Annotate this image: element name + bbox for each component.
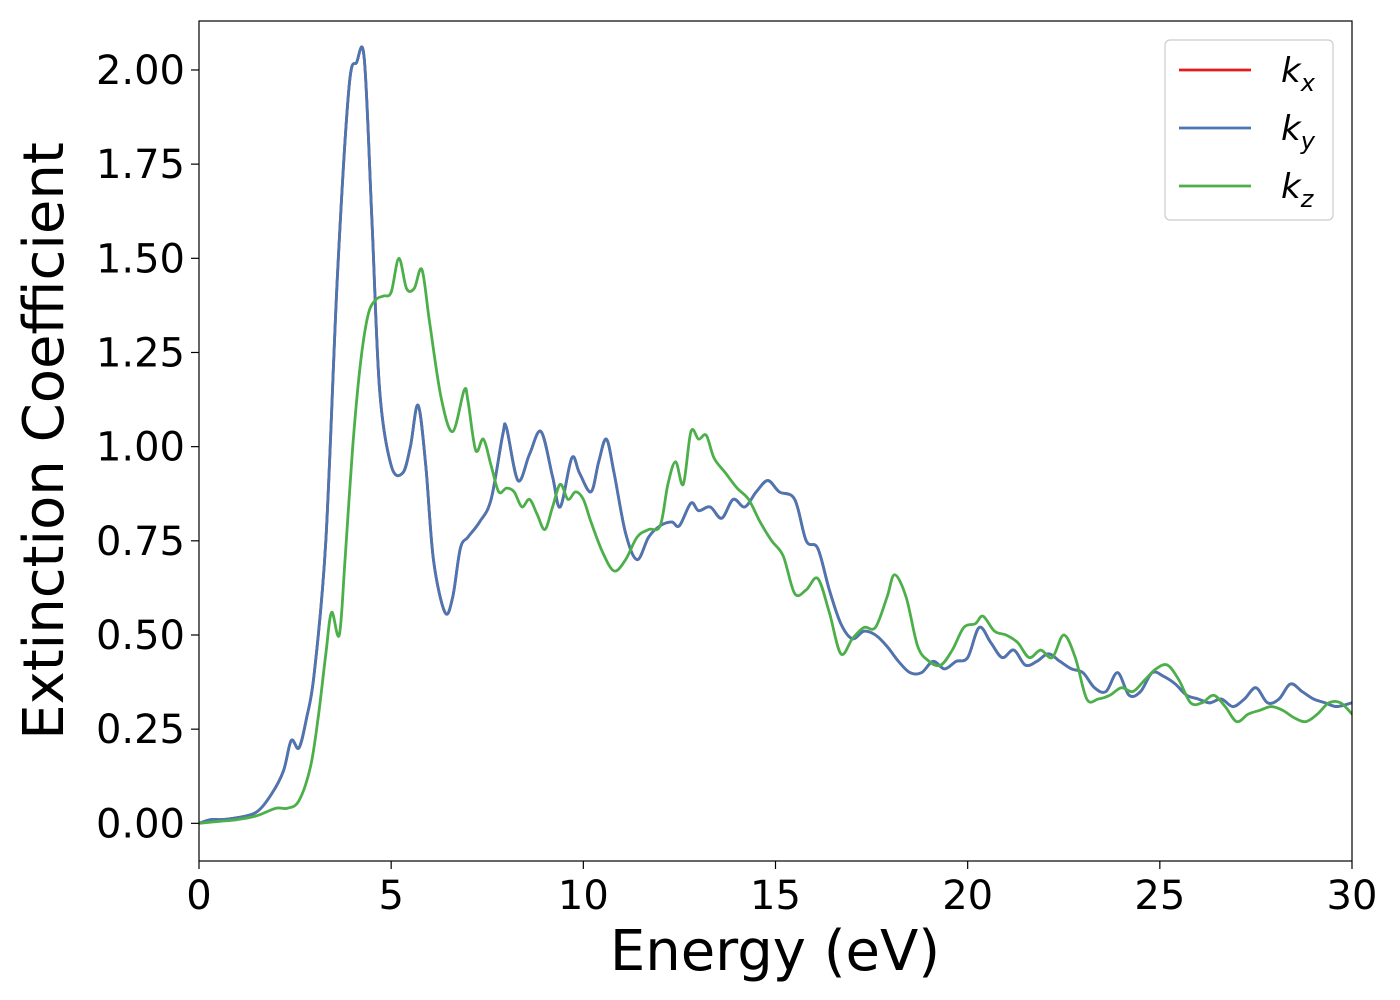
- y-tick-label: 0.25: [96, 707, 185, 753]
- x-axis-ticks: 0 5 10 15 20 25 30: [186, 861, 1377, 919]
- legend-label-main: k: [1281, 51, 1302, 91]
- y-tick-label: 0.00: [96, 801, 185, 847]
- x-tick-label: 20: [942, 873, 993, 919]
- legend-label-kx: kx: [1281, 51, 1316, 97]
- y-tick-label: 1.75: [96, 142, 185, 188]
- x-axis-label: Energy (eV): [610, 919, 940, 984]
- y-tick-label: 2.00: [96, 48, 185, 94]
- legend-label-kz: kz: [1281, 167, 1315, 213]
- x-tick-label: 0: [186, 873, 211, 919]
- legend-label-subscript: z: [1300, 185, 1315, 213]
- y-tick-label: 0.75: [96, 519, 185, 565]
- legend-box: [1164, 39, 1334, 221]
- x-tick-label: 15: [750, 873, 801, 919]
- x-tick-label: 10: [558, 873, 609, 919]
- series-line-ky: [199, 45, 1352, 825]
- x-tick-label: 25: [1134, 873, 1185, 919]
- legend-label-main: k: [1281, 109, 1302, 149]
- plot-area-frame: [198, 20, 1353, 862]
- y-axis-ticks: 0.00 0.25 0.50 0.75 1.00 1.25 1.50 1.75 2.00: [96, 48, 199, 847]
- x-tick-label: 5: [378, 873, 403, 919]
- y-tick-label: 1.50: [96, 236, 185, 282]
- y-axis-label: Extinction Coefficient: [12, 142, 77, 740]
- series-line-kz: [199, 256, 1352, 825]
- legend-label-subscript: x: [1300, 69, 1316, 97]
- y-tick-label: 1.25: [96, 330, 185, 376]
- series-layer: [199, 45, 1352, 825]
- x-tick-label: 30: [1327, 873, 1378, 919]
- y-tick-label: 0.50: [96, 613, 185, 659]
- legend-label-main: k: [1281, 167, 1302, 207]
- y-tick-label: 1.00: [96, 425, 185, 471]
- legend-label-ky: ky: [1281, 109, 1316, 155]
- legend-label-subscript: y: [1300, 127, 1316, 155]
